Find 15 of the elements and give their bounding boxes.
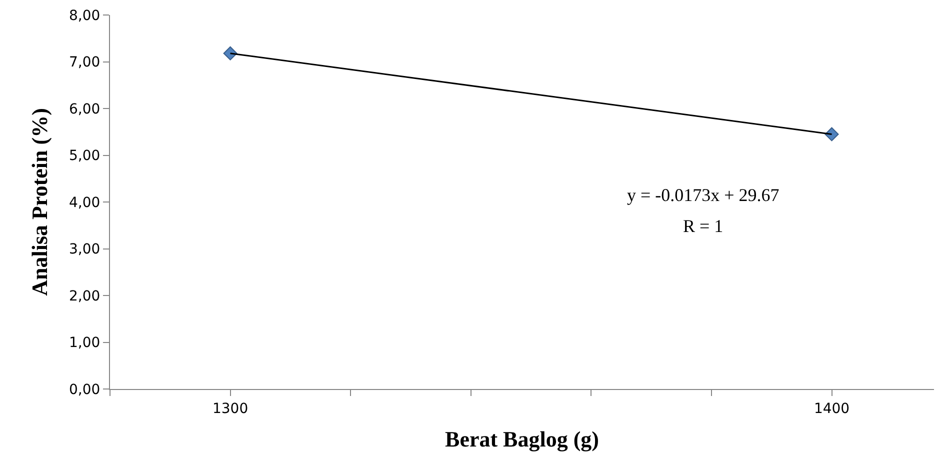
x-tick-label: 1300 <box>212 400 248 417</box>
x-axis-title: Berat Baglog (g) <box>445 426 599 452</box>
y-tick-label: 8,00 <box>69 8 100 24</box>
y-tick-label: 5,00 <box>69 148 100 164</box>
y-tick-label: 3,00 <box>69 242 100 258</box>
y-tick-label: 0,00 <box>69 382 100 398</box>
y-tick-label: 6,00 <box>69 101 100 118</box>
y-tick-label: 4,00 <box>69 194 100 211</box>
y-axis-title: Analisa Protein (%) <box>26 108 52 296</box>
y-tick-label: 2,00 <box>69 288 100 304</box>
y-tick-label: 1,00 <box>69 335 100 352</box>
annotation: y = -0.0173x + 29.67 <box>627 185 780 205</box>
y-tick-label: 7,00 <box>69 54 100 71</box>
annotation: R = 1 <box>683 216 724 236</box>
x-tick-label: 1400 <box>814 400 850 417</box>
